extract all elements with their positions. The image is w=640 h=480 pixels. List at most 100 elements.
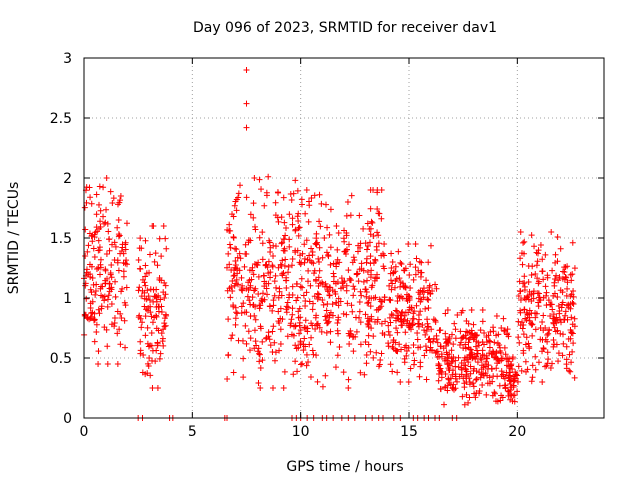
data-point xyxy=(390,270,397,277)
data-point xyxy=(515,334,522,341)
data-point xyxy=(469,330,476,337)
data-point xyxy=(243,124,250,131)
data-point xyxy=(474,350,481,357)
data-point xyxy=(370,259,377,266)
data-point xyxy=(144,324,151,331)
data-point xyxy=(242,241,249,248)
data-point xyxy=(305,267,312,274)
data-point xyxy=(229,332,236,339)
data-point xyxy=(345,376,352,383)
data-point xyxy=(304,256,311,263)
data-point xyxy=(562,312,569,319)
data-point xyxy=(237,255,244,262)
data-point xyxy=(257,385,264,391)
data-point xyxy=(543,302,550,309)
data-point xyxy=(468,349,475,356)
data-point xyxy=(390,269,397,276)
data-point xyxy=(326,311,333,318)
data-point xyxy=(155,292,162,299)
x-axis-label: GPS time / hours xyxy=(286,459,403,475)
data-point xyxy=(275,308,282,315)
data-point xyxy=(297,361,304,368)
data-point xyxy=(256,351,263,358)
data-point xyxy=(336,259,343,266)
data-point xyxy=(300,347,307,354)
data-point xyxy=(271,339,278,346)
data-point xyxy=(382,318,389,325)
data-point xyxy=(417,273,424,280)
data-point xyxy=(111,256,118,263)
data-point xyxy=(149,319,156,326)
data-point xyxy=(330,273,337,280)
data-point xyxy=(566,367,573,374)
data-point xyxy=(303,237,310,244)
data-point xyxy=(259,229,266,236)
data-point xyxy=(227,294,234,301)
data-point xyxy=(454,311,461,318)
data-point xyxy=(568,277,575,284)
data-point xyxy=(87,194,94,201)
data-point xyxy=(417,363,424,370)
data-point xyxy=(316,259,323,266)
data-point xyxy=(257,325,264,332)
data-point xyxy=(271,357,278,364)
data-point xyxy=(387,277,394,284)
data-point xyxy=(394,369,401,376)
data-point xyxy=(233,196,240,203)
data-point xyxy=(335,229,342,236)
data-point xyxy=(252,338,259,345)
data-point xyxy=(160,326,167,333)
data-point xyxy=(270,323,277,330)
data-point xyxy=(485,332,492,339)
data-point xyxy=(161,294,168,301)
data-point xyxy=(307,282,314,289)
data-point xyxy=(381,294,388,301)
data-point xyxy=(349,308,356,315)
data-point xyxy=(285,263,292,270)
data-point xyxy=(104,275,111,282)
data-point xyxy=(309,347,316,354)
data-point xyxy=(279,316,286,323)
data-point xyxy=(320,301,327,308)
data-point xyxy=(423,376,430,383)
data-point xyxy=(303,351,310,358)
data-point xyxy=(570,287,577,294)
data-point xyxy=(387,297,394,304)
data-point xyxy=(479,307,486,313)
data-point xyxy=(306,341,313,348)
data-point xyxy=(370,354,377,361)
data-point xyxy=(354,270,361,277)
data-point xyxy=(519,325,526,332)
data-point xyxy=(368,267,375,274)
data-point xyxy=(161,279,168,286)
data-point xyxy=(365,341,372,348)
data-point xyxy=(524,311,531,318)
data-point xyxy=(91,233,98,240)
data-point xyxy=(477,374,484,381)
data-point xyxy=(326,284,333,291)
data-point xyxy=(329,301,336,308)
data-point xyxy=(297,283,304,290)
data-point xyxy=(91,254,98,261)
data-point xyxy=(540,312,547,319)
data-point xyxy=(571,265,578,272)
data-point xyxy=(524,366,531,373)
data-point xyxy=(238,303,245,310)
data-point xyxy=(236,267,243,274)
data-point xyxy=(137,338,144,345)
data-point xyxy=(259,357,266,364)
data-point xyxy=(556,310,563,317)
data-point xyxy=(259,256,266,263)
data-point xyxy=(91,316,98,323)
data-point xyxy=(555,303,562,310)
data-point xyxy=(160,342,167,349)
data-point xyxy=(417,344,424,351)
data-point xyxy=(293,297,300,304)
data-point xyxy=(544,272,551,279)
data-point xyxy=(140,351,147,358)
data-point xyxy=(558,319,565,326)
data-point xyxy=(567,327,574,334)
data-point xyxy=(259,240,266,247)
data-point xyxy=(388,311,395,318)
data-point xyxy=(435,377,442,384)
